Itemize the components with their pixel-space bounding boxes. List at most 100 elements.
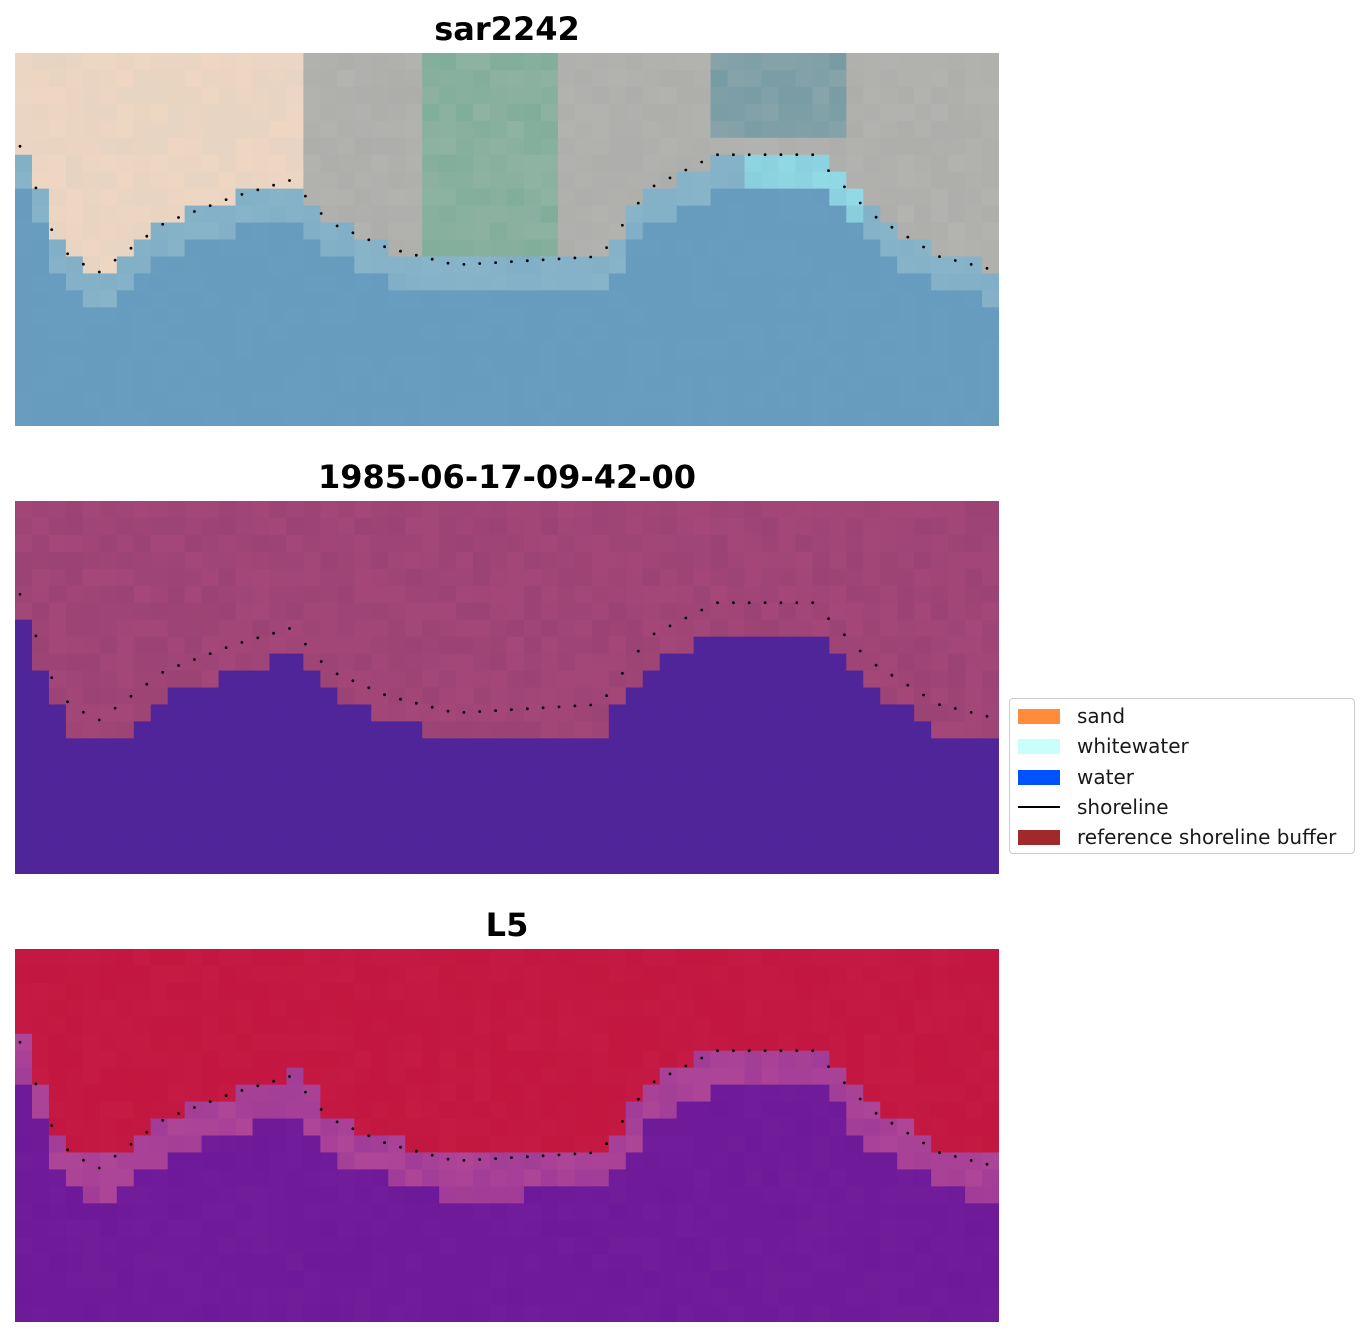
pixel-cell: [31, 721, 50, 739]
pixel-cell: [880, 1033, 898, 1052]
pixel-cell: [337, 120, 355, 139]
pixel-cell: [880, 256, 898, 274]
pixel-cell: [354, 1220, 372, 1238]
pixel-cell: [31, 222, 50, 241]
pixel-cell: [303, 239, 321, 258]
pixel-cell: [201, 273, 220, 291]
pixel-cell: [371, 1101, 389, 1120]
pixel-cell: [659, 772, 678, 790]
pixel-cell: [337, 69, 355, 88]
pixel-cell: [795, 687, 813, 706]
pixel-cell: [15, 375, 33, 393]
pixel-cell: [982, 1084, 999, 1103]
pixel-cell: [184, 568, 203, 587]
pixel-cell: [676, 239, 695, 258]
pixel-cell: [761, 239, 780, 258]
pixel-cell: [303, 857, 321, 874]
pixel-cell: [676, 636, 695, 655]
pixel-cell: [286, 239, 305, 258]
pixel-cell: [116, 1254, 135, 1272]
pixel-cell: [965, 1135, 983, 1154]
shoreline-point: [811, 153, 815, 157]
pixel-cell: [31, 120, 50, 139]
pixel-cell: [99, 823, 118, 841]
pixel-cell: [710, 154, 729, 173]
pixel-cell: [591, 256, 610, 274]
pixel-cell: [591, 137, 610, 156]
pixel-cell: [965, 704, 983, 722]
pixel-cell: [31, 358, 50, 376]
pixel-cell: [269, 1016, 288, 1035]
pixel-cell: [540, 222, 559, 241]
pixel-cell: [82, 982, 101, 1001]
pixel-cell: [829, 86, 847, 105]
pixel-cell: [133, 1254, 152, 1272]
pixel-cell: [337, 965, 355, 984]
pixel-cell: [846, 1169, 864, 1187]
pixel-cell: [710, 171, 729, 190]
pixel-cell: [473, 568, 491, 587]
pixel-cell: [439, 721, 457, 739]
pixel-cell: [608, 222, 627, 241]
pixel-cell: [218, 103, 237, 122]
pixel-cell: [150, 687, 169, 706]
shoreline-point: [985, 714, 989, 718]
pixel-cell: [490, 1152, 508, 1170]
pixel-cell: [744, 171, 763, 190]
pixel-cell: [540, 1169, 559, 1187]
pixel-cell: [337, 1135, 355, 1154]
pixel-cell: [320, 534, 338, 553]
pixel-cell: [812, 999, 830, 1018]
pixel-cell: [523, 1135, 542, 1154]
pixel-cell: [829, 1220, 847, 1238]
pixel-cell: [540, 1237, 559, 1255]
pixel-cell: [99, 307, 118, 325]
pixel-cell: [235, 188, 254, 207]
shoreline-point: [335, 1120, 339, 1124]
pixel-cell: [897, 1254, 915, 1272]
pixel-cell: [286, 687, 305, 706]
shoreline-point: [621, 671, 624, 675]
pixel-cell: [269, 222, 288, 241]
pixel-cell: [761, 636, 780, 655]
shoreline-point: [367, 1134, 371, 1138]
pixel-cell: [727, 103, 746, 122]
pixel-cell: [693, 501, 712, 519]
pixel-cell: [456, 653, 474, 672]
pixel-cell: [184, 1237, 203, 1255]
pixel-cell: [65, 687, 84, 706]
pixel-cell: [625, 103, 644, 122]
pixel-cell: [388, 517, 406, 536]
pixel-cell: [710, 534, 729, 553]
pixel-cell: [82, 1050, 101, 1069]
shoreline-point: [636, 201, 640, 205]
pixel-cell: [608, 1237, 627, 1255]
pixel-cell: [286, 1118, 305, 1137]
pixel-cell: [557, 755, 576, 773]
pixel-cell: [693, 171, 712, 190]
pixel-cell: [286, 670, 305, 689]
pixel-cell: [557, 188, 576, 207]
pixel-cell: [235, 324, 254, 342]
pixel-cell: [897, 789, 915, 807]
pixel-cell: [473, 205, 491, 224]
pixel-cell: [540, 670, 559, 689]
pixel-cell: [608, 205, 627, 224]
pixel-cell: [31, 806, 50, 824]
pixel-cell: [676, 653, 695, 672]
pixel-cell: [982, 392, 999, 410]
pixel-cell: [897, 1169, 915, 1187]
pixel-cell: [388, 738, 406, 756]
pixel-cell: [371, 69, 389, 88]
pixel-cell: [507, 1050, 525, 1069]
pixel-cell: [31, 999, 50, 1018]
pixel-cell: [133, 982, 152, 1001]
pixel-cell: [235, 171, 254, 190]
pixel-cell: [625, 568, 644, 587]
pixel-cell: [574, 1016, 593, 1035]
pixel-cell: [778, 1152, 797, 1170]
pixel-cell: [167, 704, 186, 722]
pixel-cell: [473, 755, 491, 773]
pixel-cell: [659, 103, 678, 122]
pixel-cell: [574, 636, 593, 655]
